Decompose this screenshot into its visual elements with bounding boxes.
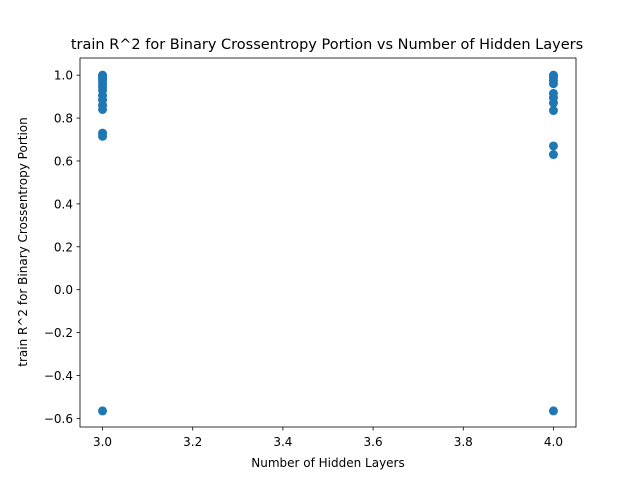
y-tick-label: −0.6	[44, 412, 73, 426]
x-tick-label: 3.2	[183, 435, 202, 449]
y-tick-label: 0.4	[54, 197, 73, 211]
data-point	[548, 150, 558, 160]
y-tick-label: 0.8	[54, 112, 73, 126]
y-tick-label: −0.4	[44, 369, 73, 383]
y-tick-label: 1.0	[54, 69, 73, 83]
x-axis-ticks: 3.0 3.2 3.4 3.6 3.8 4.0	[93, 427, 563, 449]
data-point	[548, 106, 558, 116]
y-tick-label: 0.6	[54, 154, 73, 168]
y-axis-label: train R^2 for Binary Crossentropy Portio…	[16, 117, 30, 366]
data-point	[548, 98, 558, 108]
plot-frame	[79, 57, 577, 428]
x-tick-label: 3.4	[273, 435, 292, 449]
y-tick-label: 0.2	[54, 240, 73, 254]
data-point	[98, 131, 108, 141]
x-tick-label: 3.8	[454, 435, 473, 449]
y-axis-ticks: −0.6 −0.4 −0.2 0.0 0.2 0.4 0.6 0.8 1.0	[44, 69, 80, 426]
y-tick-label: −0.2	[44, 326, 73, 340]
data-point	[548, 79, 558, 89]
x-tick-label: 3.0	[93, 435, 112, 449]
data-point	[98, 104, 108, 114]
chart-title: train R^2 for Binary Crossentropy Portio…	[71, 37, 583, 53]
y-tick-label: 0.0	[54, 283, 73, 297]
data-points	[98, 70, 558, 416]
x-tick-label: 3.6	[364, 435, 383, 449]
data-point	[548, 141, 558, 151]
data-point	[98, 406, 108, 416]
x-axis-label: Number of Hidden Layers	[251, 456, 405, 470]
x-tick-label: 4.0	[544, 435, 563, 449]
data-point	[548, 406, 558, 416]
